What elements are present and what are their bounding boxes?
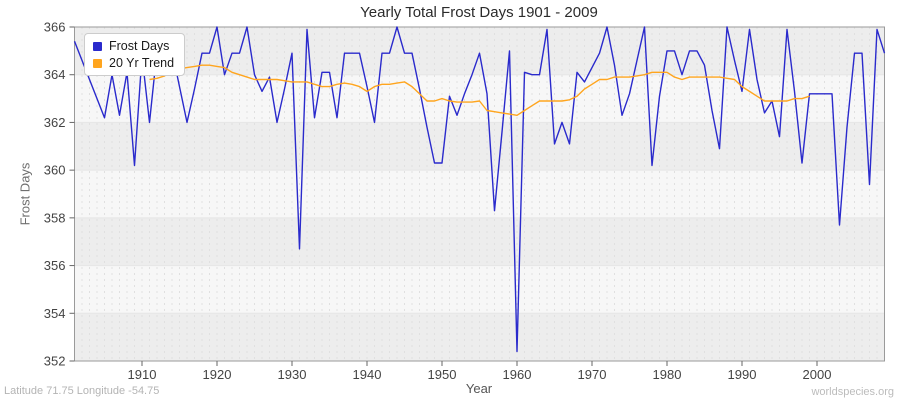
y-tick-label: 352	[44, 354, 66, 369]
latitude-longitude-caption: Latitude 71.75 Longitude -54.75	[4, 385, 160, 397]
x-tick-label: 1940	[353, 367, 382, 382]
legend-item-20yr-trend: 20 Yr Trend	[93, 55, 174, 71]
x-tick-label: 1960	[503, 367, 532, 382]
y-tick-label: 362	[44, 115, 66, 130]
x-tick-label: 1950	[428, 367, 457, 382]
x-tick-label: 1930	[278, 367, 307, 382]
trend-swatch-icon	[93, 58, 102, 68]
x-tick-label: 2000	[803, 367, 832, 382]
x-tick-label: 1920	[203, 367, 232, 382]
y-tick-label: 366	[44, 20, 66, 35]
y-tick-label: 356	[44, 258, 66, 273]
y-tick-label: 364	[44, 67, 66, 82]
plot-band	[74, 265, 885, 314]
trend-line	[149, 64, 810, 117]
chart-title: Yearly Total Frost Days 1901 - 2009	[360, 4, 598, 21]
x-axis-label: Year	[465, 381, 493, 396]
x-tick-label: 1990	[728, 367, 757, 382]
y-tick-label: 354	[44, 306, 66, 321]
watermark-text: worldspecies.org	[811, 386, 894, 398]
x-tick-label: 1910	[128, 367, 157, 382]
plot-border	[74, 26, 885, 362]
frost-days-swatch-icon	[93, 41, 102, 51]
legend-label-20yr-trend: 20 Yr Trend	[109, 56, 175, 70]
plot-band	[74, 313, 885, 361]
legend-label-frost-days: Frost Days	[109, 39, 170, 53]
x-tick-label: 1970	[578, 367, 607, 382]
legend: Frost Days 20 Yr Trend	[84, 33, 186, 76]
x-tick-label: 1980	[653, 367, 682, 382]
y-axis-label: Frost Days	[17, 162, 33, 226]
legend-item-frost-days: Frost Days	[93, 38, 174, 54]
y-tick-label: 358	[44, 210, 66, 225]
y-tick-label: 360	[44, 163, 66, 178]
frost-days-line	[73, 26, 886, 353]
